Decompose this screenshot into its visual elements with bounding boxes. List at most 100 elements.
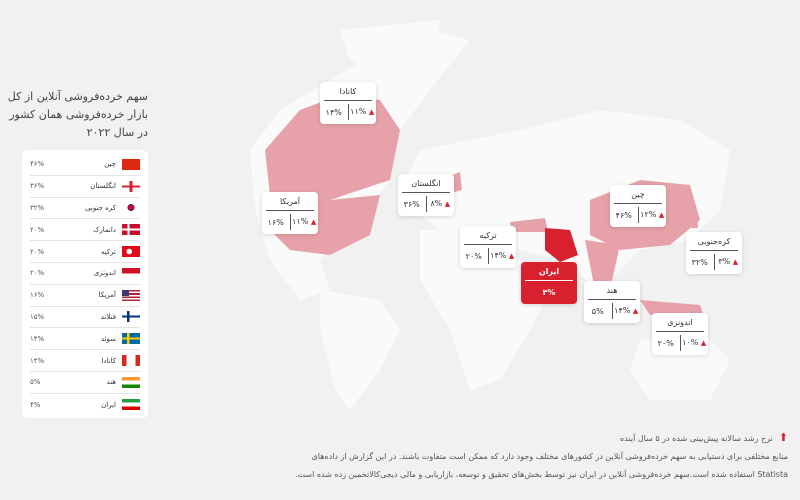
country-share: ۱۶% [30, 291, 45, 300]
callout-iran: ایران ۴% [521, 262, 577, 304]
legend-row: اندونزی ۲۰% [30, 263, 140, 285]
legend-row: سوئد ۱۴% [30, 328, 140, 351]
footer-line-2: Statista استفاده شده است.سهم خرده‌فروشی … [294, 470, 788, 479]
callout-country-name: هند [588, 281, 636, 300]
country-name: هند [106, 378, 116, 387]
korea-shape [690, 213, 698, 228]
iran-shape [545, 228, 578, 262]
up-arrow-icon: ▲ [368, 108, 375, 116]
country-share: ۱۵% [30, 312, 45, 321]
indonesia-flag-icon [122, 267, 140, 279]
legend-row: ترکیه ۲۰% [30, 241, 140, 263]
legend-card: چین ۴۶% انگلستان ۳۶% کره جنوبی ۳۲% دانمارک ۲۰% ت… [22, 150, 148, 418]
country-share: ۳۶% [30, 182, 45, 191]
callout-value: ۱۴% ▲ [487, 248, 517, 264]
country-name: کره جنوبی [85, 203, 116, 212]
country-name: چین [104, 160, 116, 169]
up-arrow-icon: ▲ [444, 200, 451, 208]
up-arrow-icon: ▲ [310, 218, 317, 226]
canada-flag-icon [122, 355, 140, 367]
callout-value: ۸% ▲ [425, 196, 455, 212]
callout-value: ۱۱% ▲ [289, 214, 319, 230]
callout-value: ۱۴% [325, 107, 342, 117]
country-name: انگلستان [90, 182, 116, 191]
callout-turkey: ترکیه ۲۰% ۱۴% ▲ [460, 226, 516, 268]
growth-legend-note: ⬆نرخ رشد سالانه پیش‌بینی شده در ۵ سال آی… [620, 431, 788, 444]
callout-value: ۱۰% ▲ [679, 335, 709, 351]
callout-china: چین ۴۶% ۱۲% ▲ [610, 185, 666, 227]
country-share: ۳۲% [30, 203, 45, 212]
callout-indonesia: اندونزی ۲۰% ۱۰% ▲ [652, 313, 708, 355]
country-name: اندونزی [93, 269, 116, 278]
callout-value: ۵% [591, 306, 604, 316]
country-name: ترکیه [100, 247, 116, 256]
callout-country-name: کره‌جنوبی [690, 232, 738, 251]
country-share: ۵% [30, 378, 41, 387]
callout-value: ۱۴% ▲ [611, 303, 641, 319]
callout-value: ۳۲% ۳% ▲ [686, 251, 742, 273]
country-share: ۱۴% [30, 334, 45, 343]
legend-row: چین ۴۶% [30, 154, 140, 176]
iran-flag-icon [122, 399, 140, 411]
callout-value: ۱۰% [682, 338, 699, 347]
turkey-flag-icon [122, 246, 140, 258]
africa [420, 230, 550, 390]
callout-country-name: انگلستان [402, 174, 450, 193]
country-share: ۱۴% [30, 356, 45, 365]
england-flag-icon [122, 180, 140, 192]
up-arrow-icon: ▲ [732, 258, 739, 266]
korea-flag-icon [122, 202, 140, 214]
country-name: دانمارک [93, 225, 116, 234]
callout-value: ۸% [430, 199, 443, 208]
up-arrow-icon: ⬆ [778, 431, 788, 444]
callout-usa: آمریکا ۱۶% ۱۱% ▲ [262, 192, 318, 234]
legend-row: کانادا ۱۴% [30, 350, 140, 372]
callout-country-name: ایران [525, 262, 573, 281]
callout-india: هند ۵% ۱۴% ▲ [584, 281, 640, 323]
callout-value: ۲۰% ۱۰% ▲ [652, 332, 708, 354]
country-share: ۲۰% [30, 269, 45, 278]
callout-value: ۳۶% ۸% ▲ [398, 193, 454, 215]
usa-flag-icon [122, 289, 140, 301]
callout-value: ۴۶% ۱۲% ▲ [610, 204, 666, 226]
country-name: سوئد [100, 334, 116, 343]
callout-value: ۱۲% [640, 210, 657, 219]
country-name: کانادا [101, 356, 116, 365]
callout-south-korea: کره‌جنوبی ۳۲% ۳% ▲ [686, 232, 742, 274]
callout-value: ۳% [718, 257, 731, 266]
callout-value: ۲۰% [657, 338, 674, 348]
country-name: ایران [101, 400, 116, 409]
callout-country-name: کانادا [324, 82, 372, 101]
country-name: آمریکا [98, 291, 116, 300]
callout-value: ۳۶% [403, 199, 420, 209]
callout-value: ۴۶% [615, 210, 632, 220]
up-arrow-icon: ▲ [700, 339, 707, 347]
callout-value: ۱۴% [490, 251, 507, 260]
uk-shape [452, 172, 462, 192]
finland-flag-icon [122, 311, 140, 323]
country-share: ۴۶% [30, 160, 45, 169]
legend-row: دانمارک ۲۰% [30, 219, 140, 242]
callout-country-name: ترکیه [464, 226, 512, 245]
callout-value: ۱۲% ▲ [637, 207, 667, 223]
callout-value: ۴% [521, 281, 577, 303]
denmark-flag-icon [122, 224, 140, 236]
india-flag-icon [122, 376, 140, 388]
callout-value: ۲۰% ۱۴% ▲ [460, 245, 516, 267]
callout-value: ۱۱% ▲ [347, 104, 377, 120]
callout-value: ۱۱% [350, 107, 367, 116]
india-shape [585, 240, 620, 290]
greenland [340, 20, 440, 80]
callout-country-name: اندونزی [656, 313, 704, 332]
up-arrow-icon: ▲ [508, 252, 515, 260]
up-arrow-icon: ▲ [658, 211, 665, 219]
callout-value: ۱۴% [614, 306, 631, 315]
sweden-flag-icon [122, 333, 140, 345]
callout-england: انگلستان ۳۶% ۸% ▲ [398, 174, 454, 216]
callout-value: ۱۱% [292, 217, 309, 226]
country-share: ۲۰% [30, 225, 45, 234]
callout-canada: کانادا ۱۴% ۱۱% ▲ [320, 82, 376, 124]
callout-value: ۳% ▲ [713, 254, 743, 270]
callout-value: ۲۰% [465, 251, 482, 261]
callout-value: ۱۶% [267, 217, 284, 227]
